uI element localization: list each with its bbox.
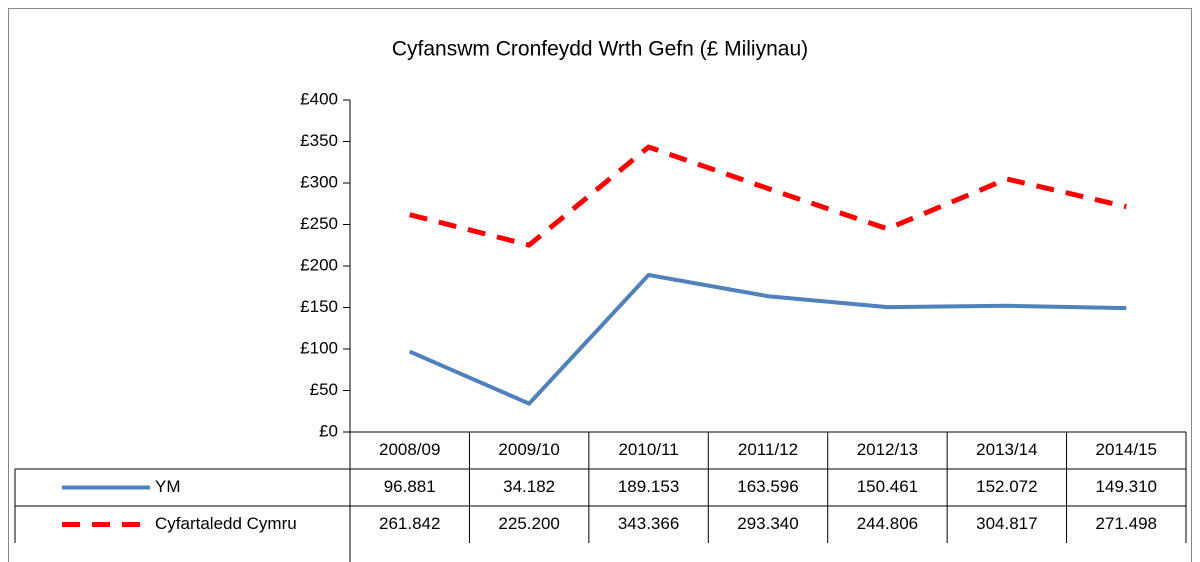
chart-title: Cyfanswm Cronfeydd Wrth Gefn (£ Miliynau… xyxy=(392,38,808,61)
data-table-value: 293.340 xyxy=(737,514,798,533)
data-table-value: 149.310 xyxy=(1096,477,1157,496)
data-table-value: 261.842 xyxy=(379,514,440,533)
y-tick-label: £350 xyxy=(300,131,338,150)
y-tick-label: £150 xyxy=(300,297,338,316)
data-table-value: 34.182 xyxy=(503,477,555,496)
y-tick-label: £300 xyxy=(300,172,338,191)
data-table-value: 96.881 xyxy=(384,477,436,496)
x-tick-label: 2014/15 xyxy=(1096,440,1157,459)
data-table-value: 271.498 xyxy=(1096,514,1157,533)
y-tick-label: £250 xyxy=(300,214,338,233)
data-table-value: 304.817 xyxy=(976,514,1037,533)
data-table-value: 244.806 xyxy=(857,514,918,533)
x-tick-label: 2011/12 xyxy=(738,440,798,459)
data-table-value: 150.461 xyxy=(857,477,918,496)
data-table-value: 189.153 xyxy=(618,477,679,496)
y-tick-label: £50 xyxy=(310,380,338,399)
legend-label: YM xyxy=(155,477,181,496)
y-tick-label: £0 xyxy=(319,421,338,440)
data-table-value: 152.072 xyxy=(976,477,1037,496)
x-tick-label: 2008/09 xyxy=(379,440,440,459)
data-table-value: 225.200 xyxy=(498,514,559,533)
series-line xyxy=(409,144,1127,248)
legend-label: Cyfartaledd Cymru xyxy=(155,514,297,533)
y-tick-label: £100 xyxy=(300,338,338,357)
x-tick-label: 2010/11 xyxy=(618,440,678,459)
data-table-value: 343.366 xyxy=(618,514,679,533)
series-line xyxy=(408,273,1127,406)
x-tick-label: 2012/13 xyxy=(857,440,918,459)
y-tick-label: £200 xyxy=(300,255,338,274)
x-tick-label: 2013/14 xyxy=(976,440,1037,459)
data-table-value: 163.596 xyxy=(737,477,798,496)
x-tick-label: 2009/10 xyxy=(498,440,559,459)
chart-frame xyxy=(8,8,1192,562)
y-tick-label: £400 xyxy=(300,89,338,108)
